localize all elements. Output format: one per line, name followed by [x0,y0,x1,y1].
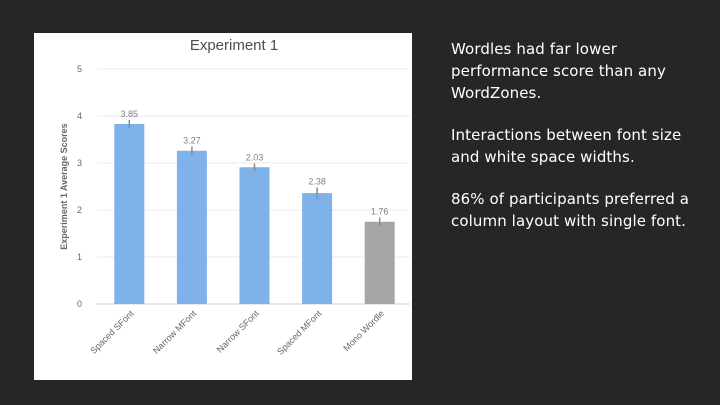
y-tick-label: 2 [77,205,82,215]
x-tick-label: Spaced SFont [88,308,136,356]
paragraph-participants: 86% of participants preferred a column l… [451,190,690,230]
y-tick-label: 5 [77,64,82,74]
paragraph-interactions: Interactions between font size and white… [451,126,682,166]
bar [239,167,270,304]
chart-title: Experiment 1 [190,37,278,54]
data-label: 3.85 [121,109,139,119]
y-axis-label: Experiment 1 Average Scores [59,123,69,249]
bar [114,123,145,305]
x-tick-label: Mono Wordle [341,308,386,353]
y-tick-label: 0 [77,299,82,309]
data-label: 2.03 [246,152,264,162]
data-label: 1.76 [371,207,389,217]
bar [302,193,333,304]
x-tick-label: Spaced MFont [275,308,324,357]
bar [364,221,395,304]
data-label: 3.27 [183,136,201,146]
y-tick-label: 1 [77,252,82,262]
slide-text: Wordles had far lower performance score … [451,38,701,252]
data-label: 2.38 [308,176,326,186]
x-tick-label: Narrow MFont [151,308,199,356]
x-tick-label: Narrow SFont [215,308,262,355]
bar [176,150,207,304]
bar-chart: Experiment 1 0 1 2 3 4 5 Experiment 1 Average S… [59,37,410,357]
y-tick-label: 3 [77,158,82,168]
y-tick-label: 4 [77,111,82,121]
chart-panel: Experiment 1 0 1 2 3 4 5 Experiment 1 Average S… [34,33,412,380]
paragraph-wordles: Wordles had far lower performance score … [451,40,666,102]
